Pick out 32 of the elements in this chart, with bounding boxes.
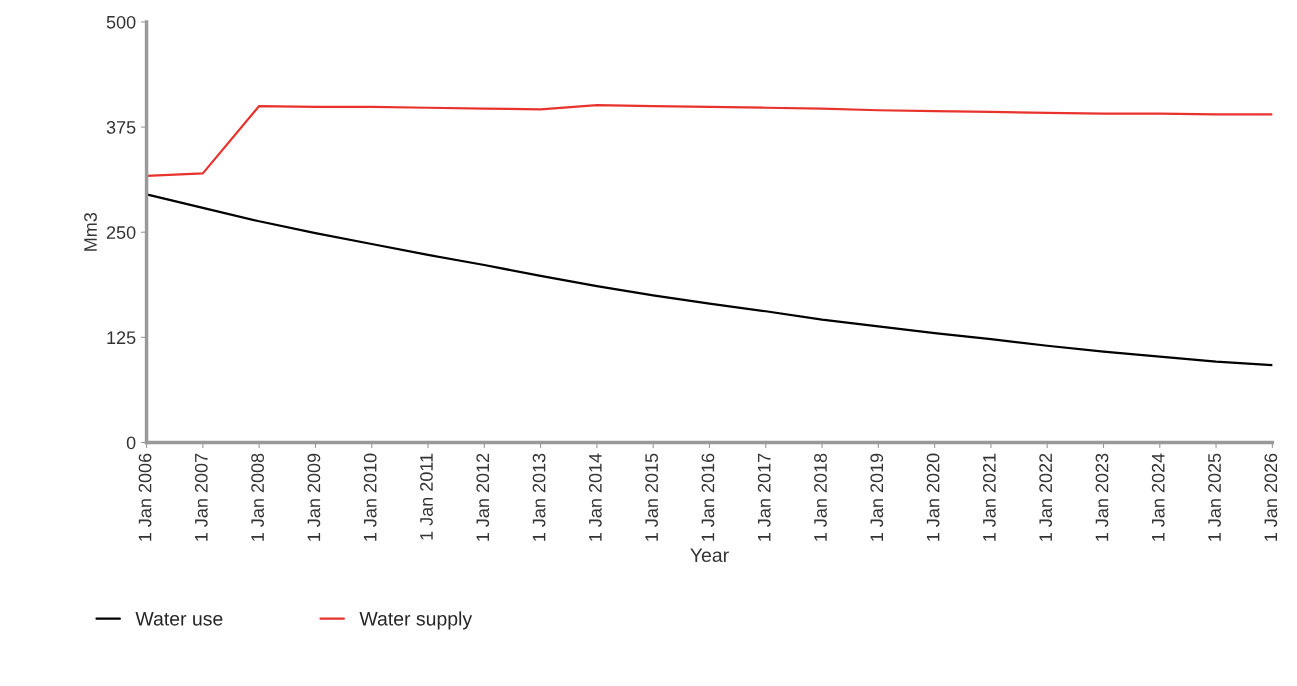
x-tick-label: 1 Jan 2022 — [1039, 453, 1053, 541]
x-tick-label: 1 Jan 2016 — [701, 453, 715, 541]
x-tick-label: 1 Jan 2024 — [1151, 453, 1165, 541]
y-tick-label: 125 — [107, 331, 136, 345]
x-tick-label: 1 Jan 2008 — [251, 453, 264, 541]
line-series — [146, 193, 1273, 367]
x-tick-label: 1 Jan 2014 — [588, 453, 602, 541]
x-tick-label: 1 Jan 2013 — [532, 453, 546, 541]
line-series — [146, 104, 1273, 177]
y-tick-label: 500 — [106, 15, 136, 29]
x-tick-label: 1 Jan 2017 — [757, 453, 771, 541]
x-tick-label: 1 Jan 2007 — [194, 453, 208, 541]
y-axis-title: Mm3 — [84, 212, 97, 251]
x-tick-label: 1 Jan 2025 — [1208, 453, 1221, 541]
x-tick-label: 1 Jan 2012 — [476, 453, 490, 541]
x-tick-label: 1 Jan 2023 — [1095, 453, 1109, 541]
y-tick-label: 0 — [126, 436, 136, 450]
x-tick-label: 1 Jan 2021 — [982, 453, 996, 541]
x-tick-label: 1 Jan 2011 — [420, 453, 433, 540]
x-tick-label: 1 Jan 2009 — [307, 453, 321, 541]
x-tick-label: 1 Jan 2018 — [814, 453, 827, 541]
x-tick-label: 1 Jan 2020 — [926, 453, 940, 541]
y-tick-label: 250 — [106, 226, 136, 239]
x-tick-label: 1 Jan 2019 — [870, 453, 884, 541]
x-axis-title: Year — [690, 548, 729, 563]
y-tick-label: 375 — [106, 121, 136, 134]
x-tick-label: 1 Jan 2026 — [1264, 453, 1278, 541]
legend-label: Water supply — [359, 611, 473, 630]
x-tick-label: 1 Jan 2006 — [138, 453, 152, 541]
x-tick-label: 1 Jan 2010 — [363, 453, 377, 541]
legend-label: Water use — [135, 612, 223, 626]
x-tick-label: 1 Jan 2015 — [645, 453, 659, 541]
